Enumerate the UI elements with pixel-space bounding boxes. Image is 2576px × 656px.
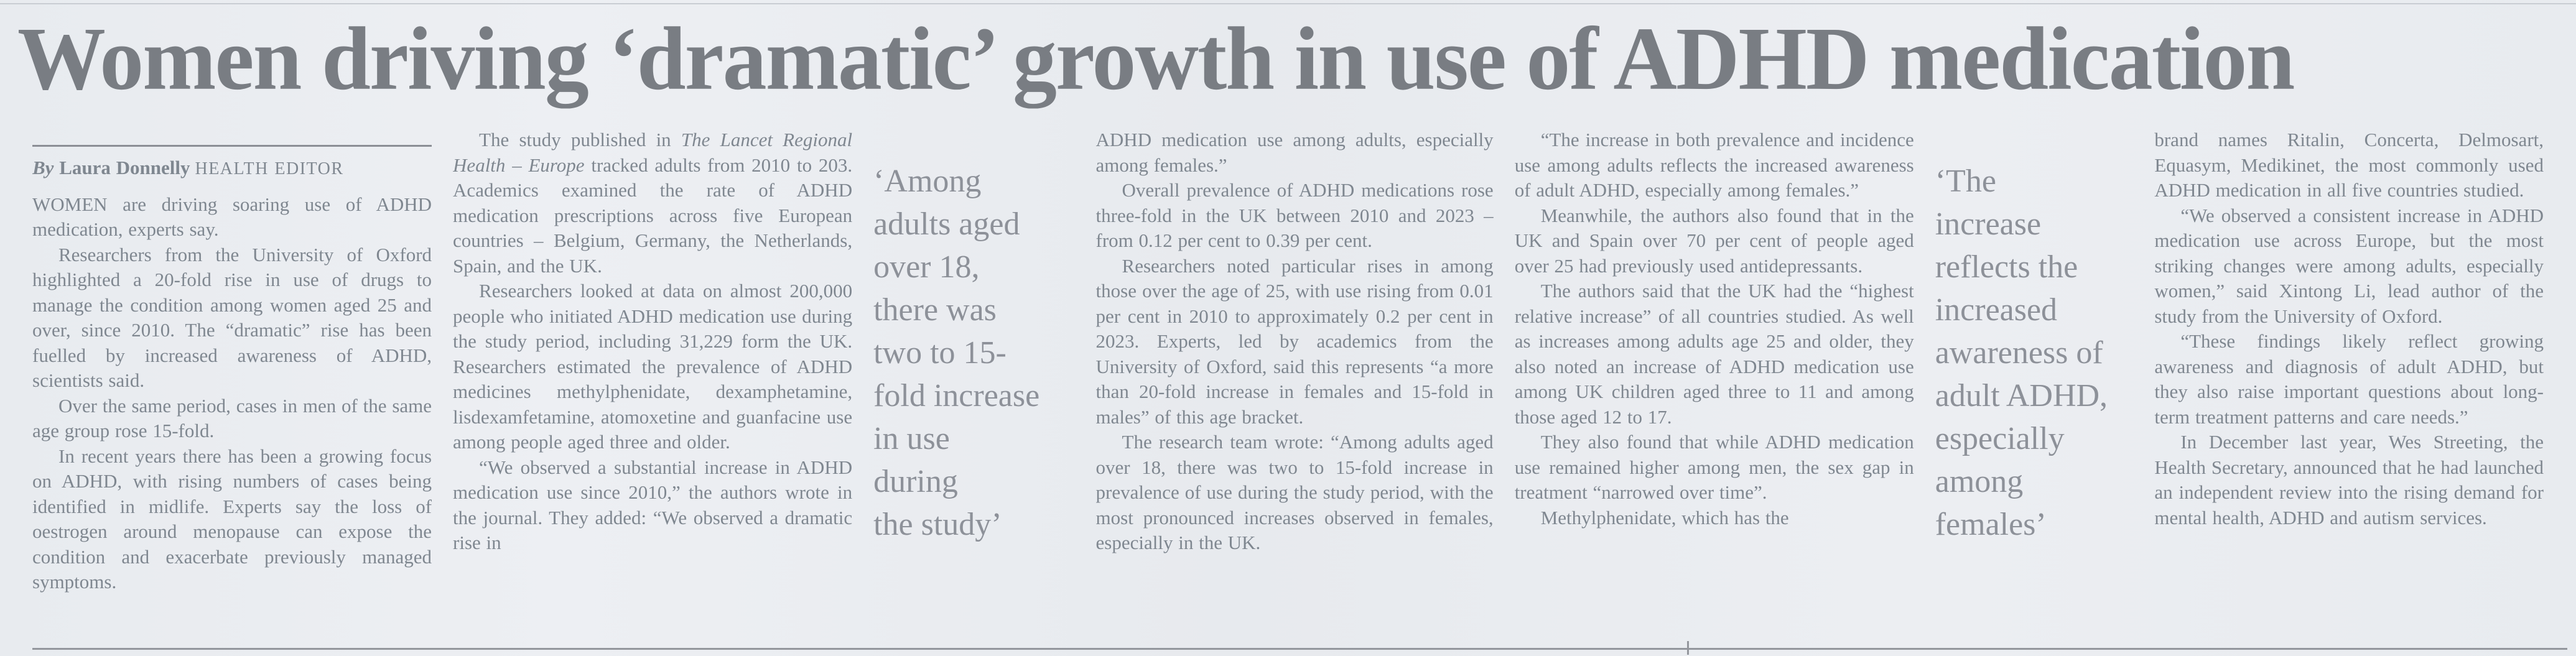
- byline-role: HEALTH EDITOR: [195, 159, 344, 178]
- column-3: ADHD medication use among adults, especi…: [1096, 127, 1494, 642]
- article-paragraph: The authors said that the UK had the “hi…: [1514, 280, 1914, 428]
- article-paragraph: “We observed a consistent increase in AD…: [2154, 204, 2544, 327]
- column-5: brand names Ritalin, Concerta, Delmosart…: [2154, 127, 2544, 642]
- pull-quote: ‘The increase reflects the increased awa…: [1935, 164, 2108, 542]
- column-4: “The increase in both prevalence and inc…: [1515, 127, 1914, 642]
- column-1: By Laura Donnelly HEALTH EDITOR WOMEN are…: [32, 127, 432, 642]
- article-body: By Laura Donnelly HEALTH EDITOR WOMEN are…: [0, 127, 2576, 642]
- article-paragraph: The research team wrote: “Among adults a…: [1095, 431, 1494, 553]
- article-paragraph: Over the same period, cases in men of th…: [32, 394, 432, 442]
- article-paragraph: They also found that while ADHD medicati…: [1514, 431, 1914, 503]
- article-paragraph: “The increase in both prevalence and inc…: [1514, 129, 1914, 201]
- article-paragraph: In recent years there has been a growing…: [32, 445, 432, 593]
- article-paragraph: ADHD medication use among adults, especi…: [1095, 129, 1494, 176]
- article-paragraph: The study published in The Lancet Region…: [453, 127, 852, 279]
- pullquote-column-1: ‘Among adults aged over 18, there was tw…: [873, 127, 1074, 642]
- pull-quote: ‘Among adults aged over 18, there was tw…: [873, 164, 1040, 542]
- pullquote-column-2: ‘The increase reflects the increased awa…: [1935, 127, 2134, 642]
- byline-by: By: [32, 157, 54, 178]
- bottom-rule-tick: [1687, 641, 1689, 655]
- article-paragraph: WOMEN are driving soaring use of ADHD me…: [32, 193, 432, 241]
- article-paragraph: Methylphenidate, which has the: [1540, 506, 1789, 529]
- byline-rule: [32, 145, 432, 147]
- paragraph-text: tracked adults from 2010 to 203. Academi…: [453, 154, 853, 277]
- article-paragraph: Researchers from the University of Oxfor…: [32, 243, 432, 392]
- byline-author: Laura Donnelly: [59, 157, 190, 178]
- article-paragraph: In December last year, Wes Streeting, th…: [2154, 431, 2544, 529]
- article-paragraph: “We observed a substantial increase in A…: [453, 456, 853, 554]
- paragraph-text: The study published in: [479, 129, 681, 150]
- column-2: The study published in The Lancet Region…: [453, 127, 852, 642]
- article-paragraph: “These findings likely reflect growing a…: [2154, 330, 2544, 428]
- bottom-rule: [32, 648, 2567, 650]
- journal-title: The Lancet Regional Health – Europe: [453, 129, 853, 176]
- article-paragraph: Meanwhile, the authors also found that i…: [1514, 204, 1914, 277]
- article-paragraph: brand names Ritalin, Concerta, Delmosart…: [2154, 129, 2544, 201]
- headline: Women driving ‘dramatic’ growth in use o…: [17, 8, 2295, 109]
- byline: By Laura Donnelly HEALTH EDITOR: [32, 155, 432, 182]
- top-rule: [0, 3, 2576, 4]
- article-paragraph: Researchers looked at data on almost 200…: [453, 280, 853, 453]
- article-paragraph: Overall prevalence of ADHD medications r…: [1095, 179, 1494, 251]
- article-paragraph: Researchers noted particular rises in am…: [1095, 254, 1494, 428]
